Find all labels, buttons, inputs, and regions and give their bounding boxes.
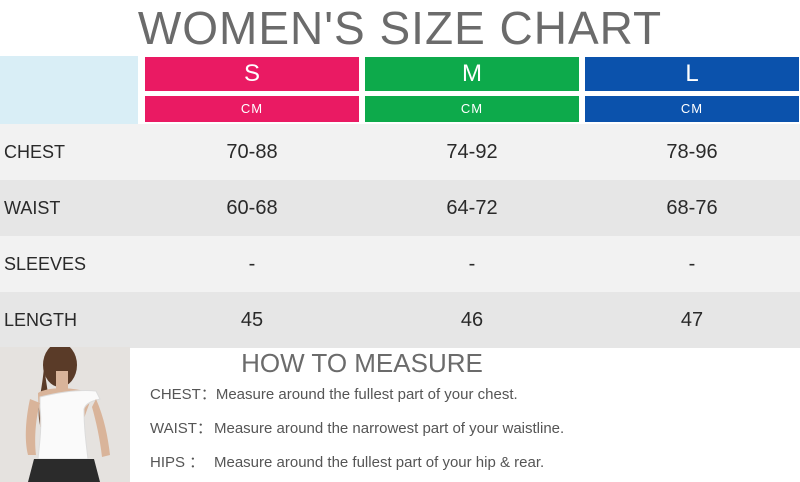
measure-item-hips: HIPS ： Measure around the fullest part of…	[150, 452, 790, 474]
measure-text: Measure around the fullest part of your …	[214, 454, 545, 471]
cell-value: 70-88	[226, 141, 278, 163]
page-title: WOMEN'S SIZE CHART	[137, 2, 663, 54]
measure-key: HIPS ：	[150, 454, 205, 471]
cell-value: 74-92	[446, 141, 498, 163]
cell-value: 47	[680, 309, 704, 331]
table-row-waist: WAIST 60-68 64-72 68-76	[0, 180, 800, 236]
measure-key: WAIST：	[150, 420, 212, 437]
cell-value: -	[248, 253, 256, 275]
size-unit-l: CM	[585, 96, 799, 122]
cell-value: -	[688, 253, 696, 275]
cell-value: 78-96	[666, 141, 718, 163]
row-label: SLEEVES	[4, 254, 87, 274]
row-label: LENGTH	[4, 310, 78, 330]
cell-value: -	[468, 253, 476, 275]
cell-value: 60-68	[226, 197, 278, 219]
row-label: CHEST	[4, 142, 66, 162]
measure-item-waist: WAIST： Measure around the narrowest part …	[150, 418, 790, 440]
table-row-chest: CHEST 70-88 74-92 78-96	[0, 124, 800, 180]
size-unit-s: CM	[145, 96, 359, 122]
how-to-measure-title: HOW TO MEASURE	[241, 348, 483, 378]
header-blank-cell	[0, 56, 138, 124]
table-row-length: LENGTH 45 46 47	[0, 292, 800, 348]
table-row-sleeves: SLEEVES - - -	[0, 236, 800, 292]
size-header-s: S	[145, 57, 359, 91]
size-header-m: M	[365, 57, 579, 91]
cell-value: 64-72	[446, 197, 498, 219]
measure-text: Measure around the fullest part of your …	[215, 386, 518, 403]
measure-text: Measure around the narrowest part of you…	[214, 420, 565, 437]
size-header-l: L	[585, 57, 799, 91]
model-photo	[0, 347, 130, 482]
size-unit-m: CM	[365, 96, 579, 122]
measure-item-chest: CHEST：Measure around the fullest part of…	[150, 384, 790, 406]
cell-value: 45	[240, 309, 264, 331]
cell-value: 68-76	[666, 197, 718, 219]
row-label: WAIST	[4, 198, 61, 218]
measure-key: CHEST：	[150, 386, 216, 403]
cell-value: 46	[460, 309, 484, 331]
